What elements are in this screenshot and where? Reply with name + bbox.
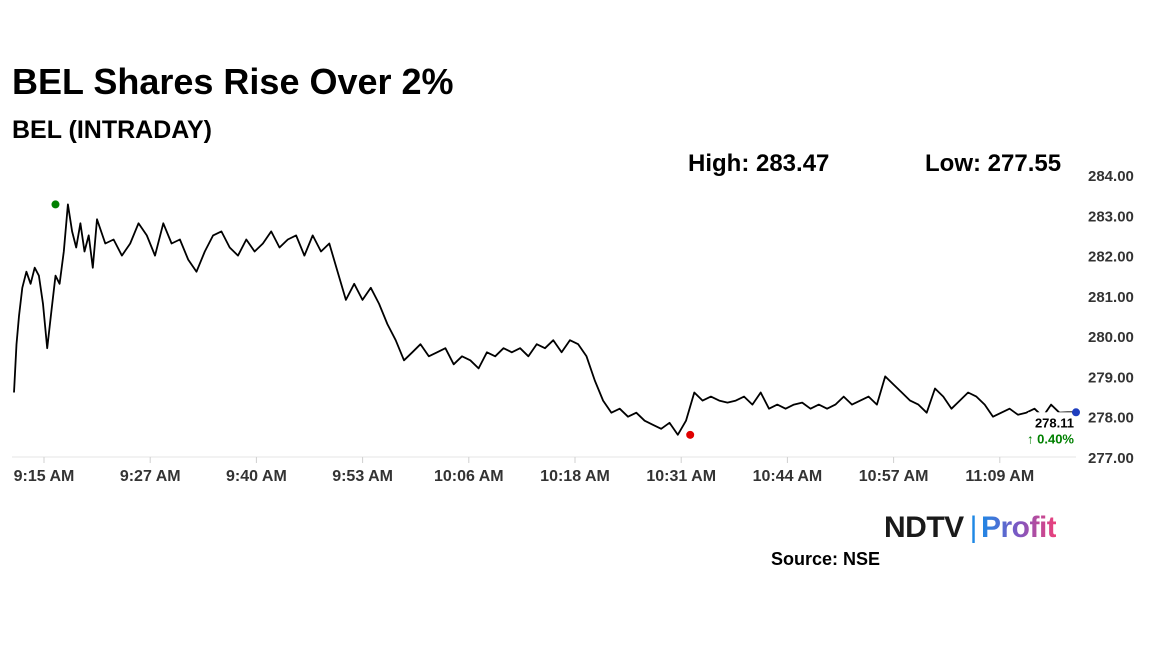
chart-subtitle: BEL (INTRADAY)	[12, 116, 213, 144]
price-series-line	[13, 203, 1076, 436]
chart-title: BEL Shares Rise Over 2%	[12, 61, 454, 102]
x-tick-label: 10:06 AM	[434, 468, 504, 485]
x-tick-label: 9:40 AM	[226, 468, 287, 485]
low-point-marker	[686, 430, 695, 439]
change-percent-label: ↑ 0.40%	[1027, 431, 1074, 446]
last-price-label-bg	[1028, 412, 1072, 447]
y-tick-label: 283.00	[1088, 208, 1134, 225]
x-tick-label: 9:53 AM	[332, 468, 393, 485]
y-tick-label: 284.00	[1088, 168, 1134, 185]
x-tick-label: 10:18 AM	[540, 468, 610, 485]
ndtv-profit-logo: NDTV | Profit	[884, 510, 1057, 546]
x-tick-label: 10:57 AM	[859, 468, 929, 485]
high-price-label: High: 283.47	[688, 150, 830, 177]
x-tick-label: 11:09 AM	[965, 468, 1034, 485]
brand-ndtv-text: NDTV	[884, 511, 964, 544]
last-price-label: 278.11	[1035, 415, 1074, 430]
y-tick-label: 277.00	[1088, 450, 1134, 467]
y-tick-label: 278.00	[1088, 410, 1134, 427]
x-tick-label: 10:44 AM	[753, 468, 823, 485]
high-point-marker	[51, 200, 60, 209]
last-point-marker	[1072, 408, 1080, 417]
x-tick-label: 9:15 AM	[14, 468, 75, 485]
low-price-label: Low: 277.55	[925, 150, 1062, 177]
y-tick-label: 279.00	[1088, 369, 1134, 386]
brand-separator: |	[969, 511, 978, 544]
brand-profit-text: Profit	[980, 511, 1057, 544]
x-tick-label: 10:31 AM	[646, 468, 716, 485]
y-tick-label: 281.00	[1088, 289, 1134, 306]
x-tick-label: 9:27 AM	[120, 468, 181, 485]
y-tick-label: 280.00	[1088, 329, 1134, 346]
source-note: Source: NSE	[771, 549, 881, 569]
y-tick-label: 282.00	[1088, 249, 1134, 266]
